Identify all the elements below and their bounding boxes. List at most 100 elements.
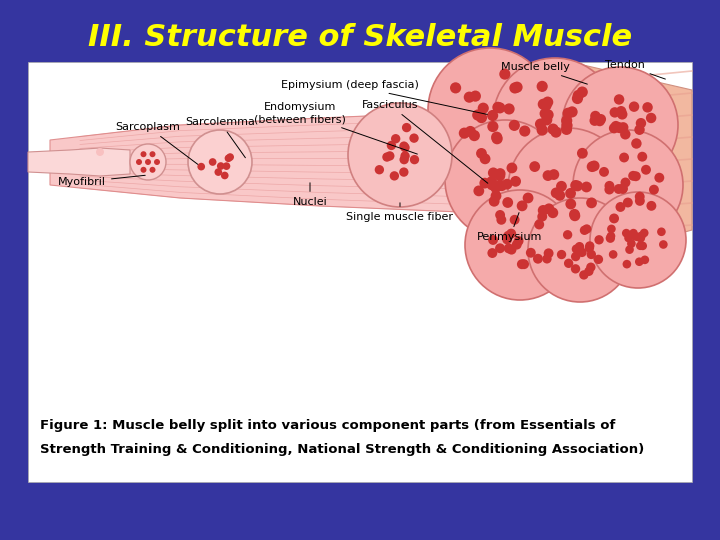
Circle shape <box>635 196 645 206</box>
Circle shape <box>615 123 625 133</box>
Circle shape <box>622 229 631 238</box>
Circle shape <box>348 103 452 207</box>
Circle shape <box>557 250 566 259</box>
Circle shape <box>490 183 501 193</box>
Circle shape <box>625 245 634 254</box>
Circle shape <box>624 234 633 242</box>
Circle shape <box>526 248 536 258</box>
Circle shape <box>551 187 562 198</box>
Circle shape <box>609 250 618 259</box>
Circle shape <box>618 184 628 193</box>
Circle shape <box>465 190 575 300</box>
Text: Myofibril: Myofibril <box>58 176 145 187</box>
Circle shape <box>549 169 559 180</box>
Circle shape <box>428 48 552 172</box>
Circle shape <box>486 176 497 187</box>
Circle shape <box>506 163 517 173</box>
Circle shape <box>209 158 217 166</box>
Circle shape <box>495 180 505 191</box>
Circle shape <box>459 127 470 139</box>
Circle shape <box>587 161 598 172</box>
Circle shape <box>510 215 520 225</box>
Circle shape <box>492 102 503 113</box>
Circle shape <box>584 267 593 276</box>
Circle shape <box>140 167 146 173</box>
Circle shape <box>606 233 615 243</box>
Circle shape <box>215 168 222 176</box>
Circle shape <box>570 180 581 191</box>
Circle shape <box>96 148 104 156</box>
Circle shape <box>586 262 595 272</box>
Circle shape <box>533 254 543 264</box>
Circle shape <box>472 110 483 120</box>
Circle shape <box>617 109 627 119</box>
Circle shape <box>400 141 409 151</box>
Circle shape <box>410 155 419 164</box>
Circle shape <box>585 244 594 253</box>
Circle shape <box>495 168 505 179</box>
Circle shape <box>391 134 400 144</box>
Text: Endomysium
(between fibers): Endomysium (between fibers) <box>254 103 418 154</box>
Circle shape <box>585 241 595 251</box>
Circle shape <box>573 130 683 240</box>
Circle shape <box>636 241 644 250</box>
Circle shape <box>507 245 516 255</box>
Circle shape <box>637 152 647 161</box>
Circle shape <box>491 132 503 143</box>
Circle shape <box>188 130 252 194</box>
Circle shape <box>623 260 631 268</box>
Circle shape <box>594 255 603 264</box>
Circle shape <box>619 153 629 163</box>
Circle shape <box>599 167 609 177</box>
Circle shape <box>464 126 476 137</box>
Text: Fasciculus: Fasciculus <box>361 100 488 183</box>
Circle shape <box>561 115 572 126</box>
Circle shape <box>535 118 546 130</box>
Circle shape <box>544 204 554 214</box>
Circle shape <box>580 226 589 235</box>
Circle shape <box>480 178 490 188</box>
Circle shape <box>539 108 551 119</box>
Polygon shape <box>28 148 130 176</box>
Text: Muscle belly: Muscle belly <box>500 62 588 84</box>
Circle shape <box>145 159 151 165</box>
Circle shape <box>503 197 513 208</box>
Circle shape <box>581 181 592 192</box>
Circle shape <box>476 112 487 123</box>
Circle shape <box>490 191 501 201</box>
Circle shape <box>519 259 529 269</box>
Circle shape <box>225 154 233 162</box>
Circle shape <box>385 151 395 160</box>
Circle shape <box>614 122 624 133</box>
Circle shape <box>571 252 580 261</box>
Circle shape <box>544 248 554 258</box>
Circle shape <box>595 116 605 126</box>
Circle shape <box>554 190 565 201</box>
Circle shape <box>636 118 646 129</box>
Circle shape <box>509 120 520 131</box>
Circle shape <box>399 167 408 177</box>
Circle shape <box>610 107 620 118</box>
Circle shape <box>536 81 548 92</box>
Circle shape <box>627 239 636 248</box>
Circle shape <box>480 153 490 164</box>
Circle shape <box>639 241 647 250</box>
Circle shape <box>400 155 409 164</box>
Circle shape <box>410 133 419 143</box>
Circle shape <box>631 171 641 181</box>
Circle shape <box>402 123 411 132</box>
Circle shape <box>541 100 552 111</box>
Circle shape <box>629 171 638 181</box>
Circle shape <box>487 121 498 132</box>
Circle shape <box>647 201 657 211</box>
Circle shape <box>221 172 228 179</box>
Circle shape <box>556 181 567 192</box>
Circle shape <box>140 151 146 157</box>
Circle shape <box>512 240 522 249</box>
Circle shape <box>130 144 166 180</box>
Circle shape <box>572 90 584 101</box>
Circle shape <box>577 248 587 257</box>
Circle shape <box>487 248 498 258</box>
Circle shape <box>529 161 540 172</box>
Circle shape <box>570 211 580 221</box>
